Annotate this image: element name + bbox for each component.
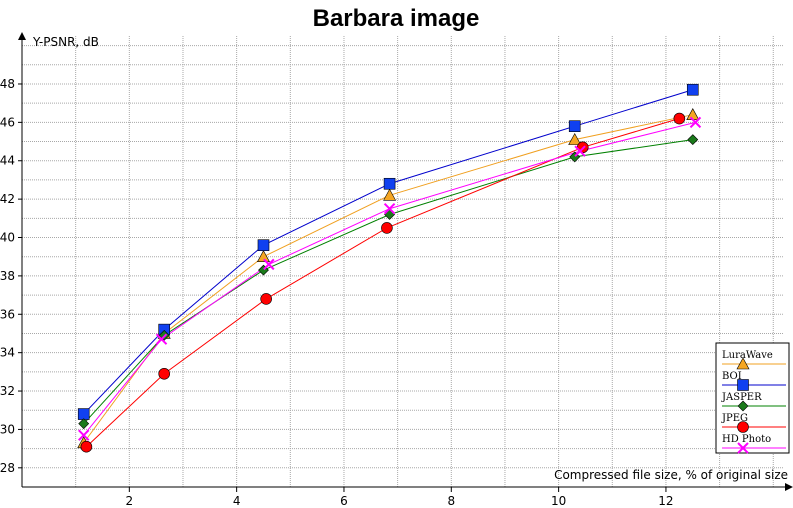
- data-point: [158, 367, 171, 380]
- legend-marker: [737, 421, 749, 433]
- series-markers: [77, 83, 702, 453]
- data-point: [80, 440, 93, 453]
- data-point: [257, 239, 270, 251]
- grid: [22, 36, 784, 488]
- data-point: [381, 222, 393, 234]
- legend-box: [715, 342, 790, 454]
- data-point: [77, 408, 90, 420]
- series-lines: [83, 89, 696, 448]
- y-tick-label: 28: [0, 461, 15, 475]
- y-tick-label: 40: [0, 231, 15, 245]
- legend-marker: [737, 400, 749, 412]
- legend-label: LuraWave: [722, 350, 773, 361]
- series-line-1: [83, 89, 693, 415]
- data-point: [256, 250, 270, 263]
- data-point: [568, 133, 582, 145]
- y-axis-arrow: [18, 32, 26, 40]
- data-point: [568, 120, 581, 132]
- data-point: [686, 108, 700, 120]
- legend-marker: [736, 357, 750, 370]
- legend-label: BOI: [722, 371, 742, 382]
- y-axis-label: Y-PSNR, dB: [32, 35, 99, 49]
- x-tick-label: 8: [447, 494, 455, 508]
- data-point: [263, 258, 275, 271]
- y-tick-label: 38: [0, 269, 15, 283]
- data-point: [78, 418, 90, 430]
- series-line-0: [83, 114, 693, 444]
- data-point: [383, 177, 396, 190]
- x-tick-label: 12: [658, 494, 673, 508]
- legend-marker: [737, 379, 749, 391]
- data-point: [260, 293, 272, 305]
- legend-label: JPEG: [721, 413, 748, 424]
- x-tick-label: 4: [233, 494, 241, 508]
- data-point: [155, 333, 168, 345]
- x-axis-arrow: [785, 483, 793, 491]
- legend-marker: [737, 442, 749, 454]
- legend: LuraWave BOI JASPER JPEG HD Photo: [715, 342, 790, 454]
- x-tick-label: 6: [340, 494, 348, 508]
- series-line-3: [86, 118, 680, 448]
- legend-label: JASPER: [721, 392, 762, 403]
- y-tick-label: 46: [0, 115, 15, 129]
- y-tick-label: 42: [0, 192, 15, 206]
- x-axis-label: Compressed file size, % of original size: [554, 468, 788, 482]
- y-tick-label: 48: [0, 77, 15, 91]
- series-line-2: [83, 139, 693, 425]
- y-ticks: 28 30 32 34 36 38 40 42 44 46 48: [0, 77, 22, 475]
- data-point: [687, 134, 699, 146]
- data-point: [574, 145, 586, 157]
- y-tick-label: 36: [0, 307, 15, 321]
- data-point: [383, 203, 396, 215]
- y-tick-label: 30: [0, 422, 15, 436]
- y-tick-label: 44: [0, 154, 15, 168]
- data-point: [686, 83, 699, 96]
- y-tick-label: 34: [0, 346, 15, 360]
- chart-title: Barbara image: [313, 5, 480, 32]
- data-point: [689, 116, 702, 129]
- y-tick-label: 32: [0, 384, 15, 398]
- data-point: [673, 112, 686, 125]
- x-ticks: 2 4 6 8 10 12: [126, 487, 674, 508]
- x-tick-label: 10: [551, 494, 566, 508]
- x-tick-label: 2: [126, 494, 134, 508]
- data-point: [383, 188, 397, 201]
- data-point: [78, 429, 90, 441]
- axes: [18, 32, 793, 491]
- legend-label: HD Photo: [722, 434, 771, 445]
- series-line-4: [83, 121, 696, 436]
